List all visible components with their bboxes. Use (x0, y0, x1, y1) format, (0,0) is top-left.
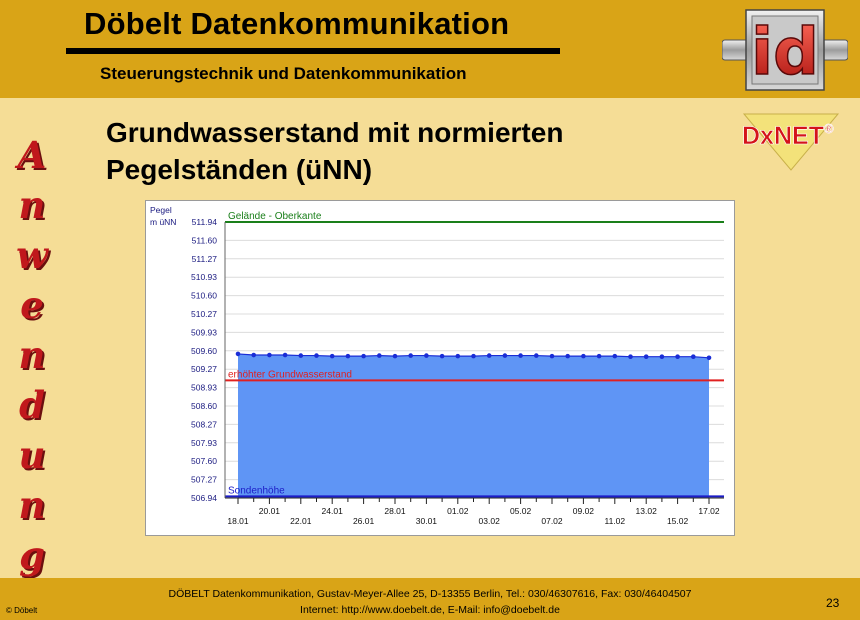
y-tick-label: 510.60 (191, 291, 217, 301)
svg-text:DxNET®: DxNET® (742, 121, 834, 150)
series-point (518, 353, 523, 358)
y-tick-label: 506.94 (191, 493, 217, 503)
series-point (486, 353, 492, 358)
sidebar-letter: n (18, 183, 46, 227)
water-level-chart-svg: 511.94 511.60 511.27 510.93 510.60 510.27 509.… (150, 205, 724, 526)
dxnet-registered-mark: ® (824, 121, 834, 136)
x-tick-label: 03.02 (479, 516, 501, 526)
footer-address: DÖBELT Datenkommunikation, Gustav-Meyer-… (168, 588, 692, 600)
series-point (706, 355, 712, 361)
id-logo-icon: id (722, 9, 848, 91)
water-level-chart: 511.94 511.60 511.27 510.93 510.60 510.27 509.… (145, 200, 735, 536)
y-tick-label: 508.93 (191, 383, 217, 393)
series-point (314, 353, 319, 358)
x-tick-label: 28.01 (384, 506, 406, 516)
y-tick-label: 507.27 (191, 475, 217, 485)
series-point (267, 352, 272, 358)
x-tick-label: 07.02 (541, 516, 563, 526)
dxnet-logo: DxNET® (742, 113, 840, 171)
reference-line-label: Gelände - Oberkante (228, 211, 322, 222)
header-divider (66, 48, 560, 54)
company-subtitle: Steuerungstechnik und Datenkommunikation (100, 64, 467, 83)
footer-bar: DÖBELT Datenkommunikation, Gustav-Meyer-… (0, 578, 860, 620)
series-area (238, 353, 709, 498)
y-axis-title-line-2: m üNN (150, 217, 176, 227)
y-tick-label: 509.93 (191, 327, 217, 337)
sidebar-letter: A (17, 133, 47, 177)
series-point (675, 354, 680, 359)
x-tick-label: 11.02 (604, 516, 625, 526)
x-tick-label: 17.02 (698, 506, 720, 516)
x-tick-label: 01.02 (447, 506, 469, 516)
series-point (424, 353, 429, 358)
series-point (471, 353, 476, 359)
slide-title: Grundwasserstand mit normierten Pegelstä… (106, 114, 706, 188)
series-point (691, 354, 696, 359)
header-bar: Döbelt Datenkommunikation Steuerungstech… (0, 0, 860, 98)
series-point (659, 354, 665, 359)
series-point (329, 353, 335, 359)
y-axis-title-line-1: Pegel (150, 205, 172, 215)
series-point (392, 353, 398, 359)
y-tick-label: 511.60 (192, 235, 218, 245)
series-point (408, 353, 414, 358)
id-logo-text: id (751, 16, 819, 90)
x-tick-label: 30.01 (416, 516, 438, 526)
company-title: Döbelt Datenkommunikation (84, 6, 510, 41)
series-point (361, 353, 366, 359)
x-tick-label: 05.02 (510, 506, 532, 516)
x-tick-label: 09.02 (573, 506, 595, 516)
series-point (439, 353, 445, 359)
x-tick-label: 20.01 (259, 506, 281, 516)
series-point (596, 353, 602, 359)
series-point (628, 354, 633, 359)
y-tick-label: 510.27 (191, 309, 217, 319)
y-tick-label: 507.93 (191, 438, 217, 448)
y-tick-label: 511.94 (192, 217, 218, 227)
series-point (612, 353, 618, 359)
reference-line-label: erhöhter Grundwasserstand (228, 369, 352, 380)
slide-title-line-2: Pegelständen (üNN) (106, 154, 373, 185)
sidebar-letter: n (18, 333, 46, 377)
sidebar-letter: u (18, 433, 46, 477)
series-point (455, 353, 461, 359)
x-tick-label: 18.01 (227, 516, 249, 526)
y-tick-label: 508.60 (191, 401, 217, 411)
series-point (643, 354, 649, 359)
x-tick-label: 24.01 (322, 506, 344, 516)
page-number: 23 (826, 596, 840, 610)
series-point (549, 353, 555, 359)
series-point (377, 353, 382, 358)
sidebar-letter: d (19, 383, 45, 427)
y-tick-label: 509.60 (191, 346, 217, 356)
x-tick-label: 22.01 (290, 516, 312, 526)
y-tick-label: 507.60 (191, 456, 217, 466)
series-point (534, 353, 539, 358)
dxnet-logo-text: DxNET (742, 122, 824, 150)
series-point (565, 353, 570, 359)
series-point (298, 353, 304, 358)
series-point (581, 353, 586, 359)
series-point (345, 353, 351, 359)
x-tick-label: 13.02 (636, 506, 658, 516)
sidebar-letter: w (16, 233, 48, 277)
series-point (502, 353, 508, 358)
reference-line-label: Sondenhöhe (228, 485, 285, 496)
series-point (235, 351, 241, 357)
y-tick-label: 510.93 (191, 272, 217, 282)
sidebar-letter: e (20, 283, 44, 327)
slide-title-line-1: Grundwasserstand mit normierten (106, 117, 564, 148)
sidebar-letter: g (19, 533, 45, 577)
y-tick-label: 508.27 (191, 419, 217, 429)
footer-contact: Internet: http://www.doebelt.de, E-Mail:… (300, 604, 560, 616)
x-tick-label: 26.01 (353, 516, 375, 526)
footer-copyright: © Döbelt (6, 606, 38, 615)
y-tick-label: 511.27 (192, 254, 218, 264)
sidebar-letter: n (18, 483, 46, 527)
series-point (282, 352, 288, 358)
x-tick-label: 15.02 (667, 516, 689, 526)
series-point (251, 352, 256, 358)
y-tick-label: 509.27 (191, 364, 217, 374)
